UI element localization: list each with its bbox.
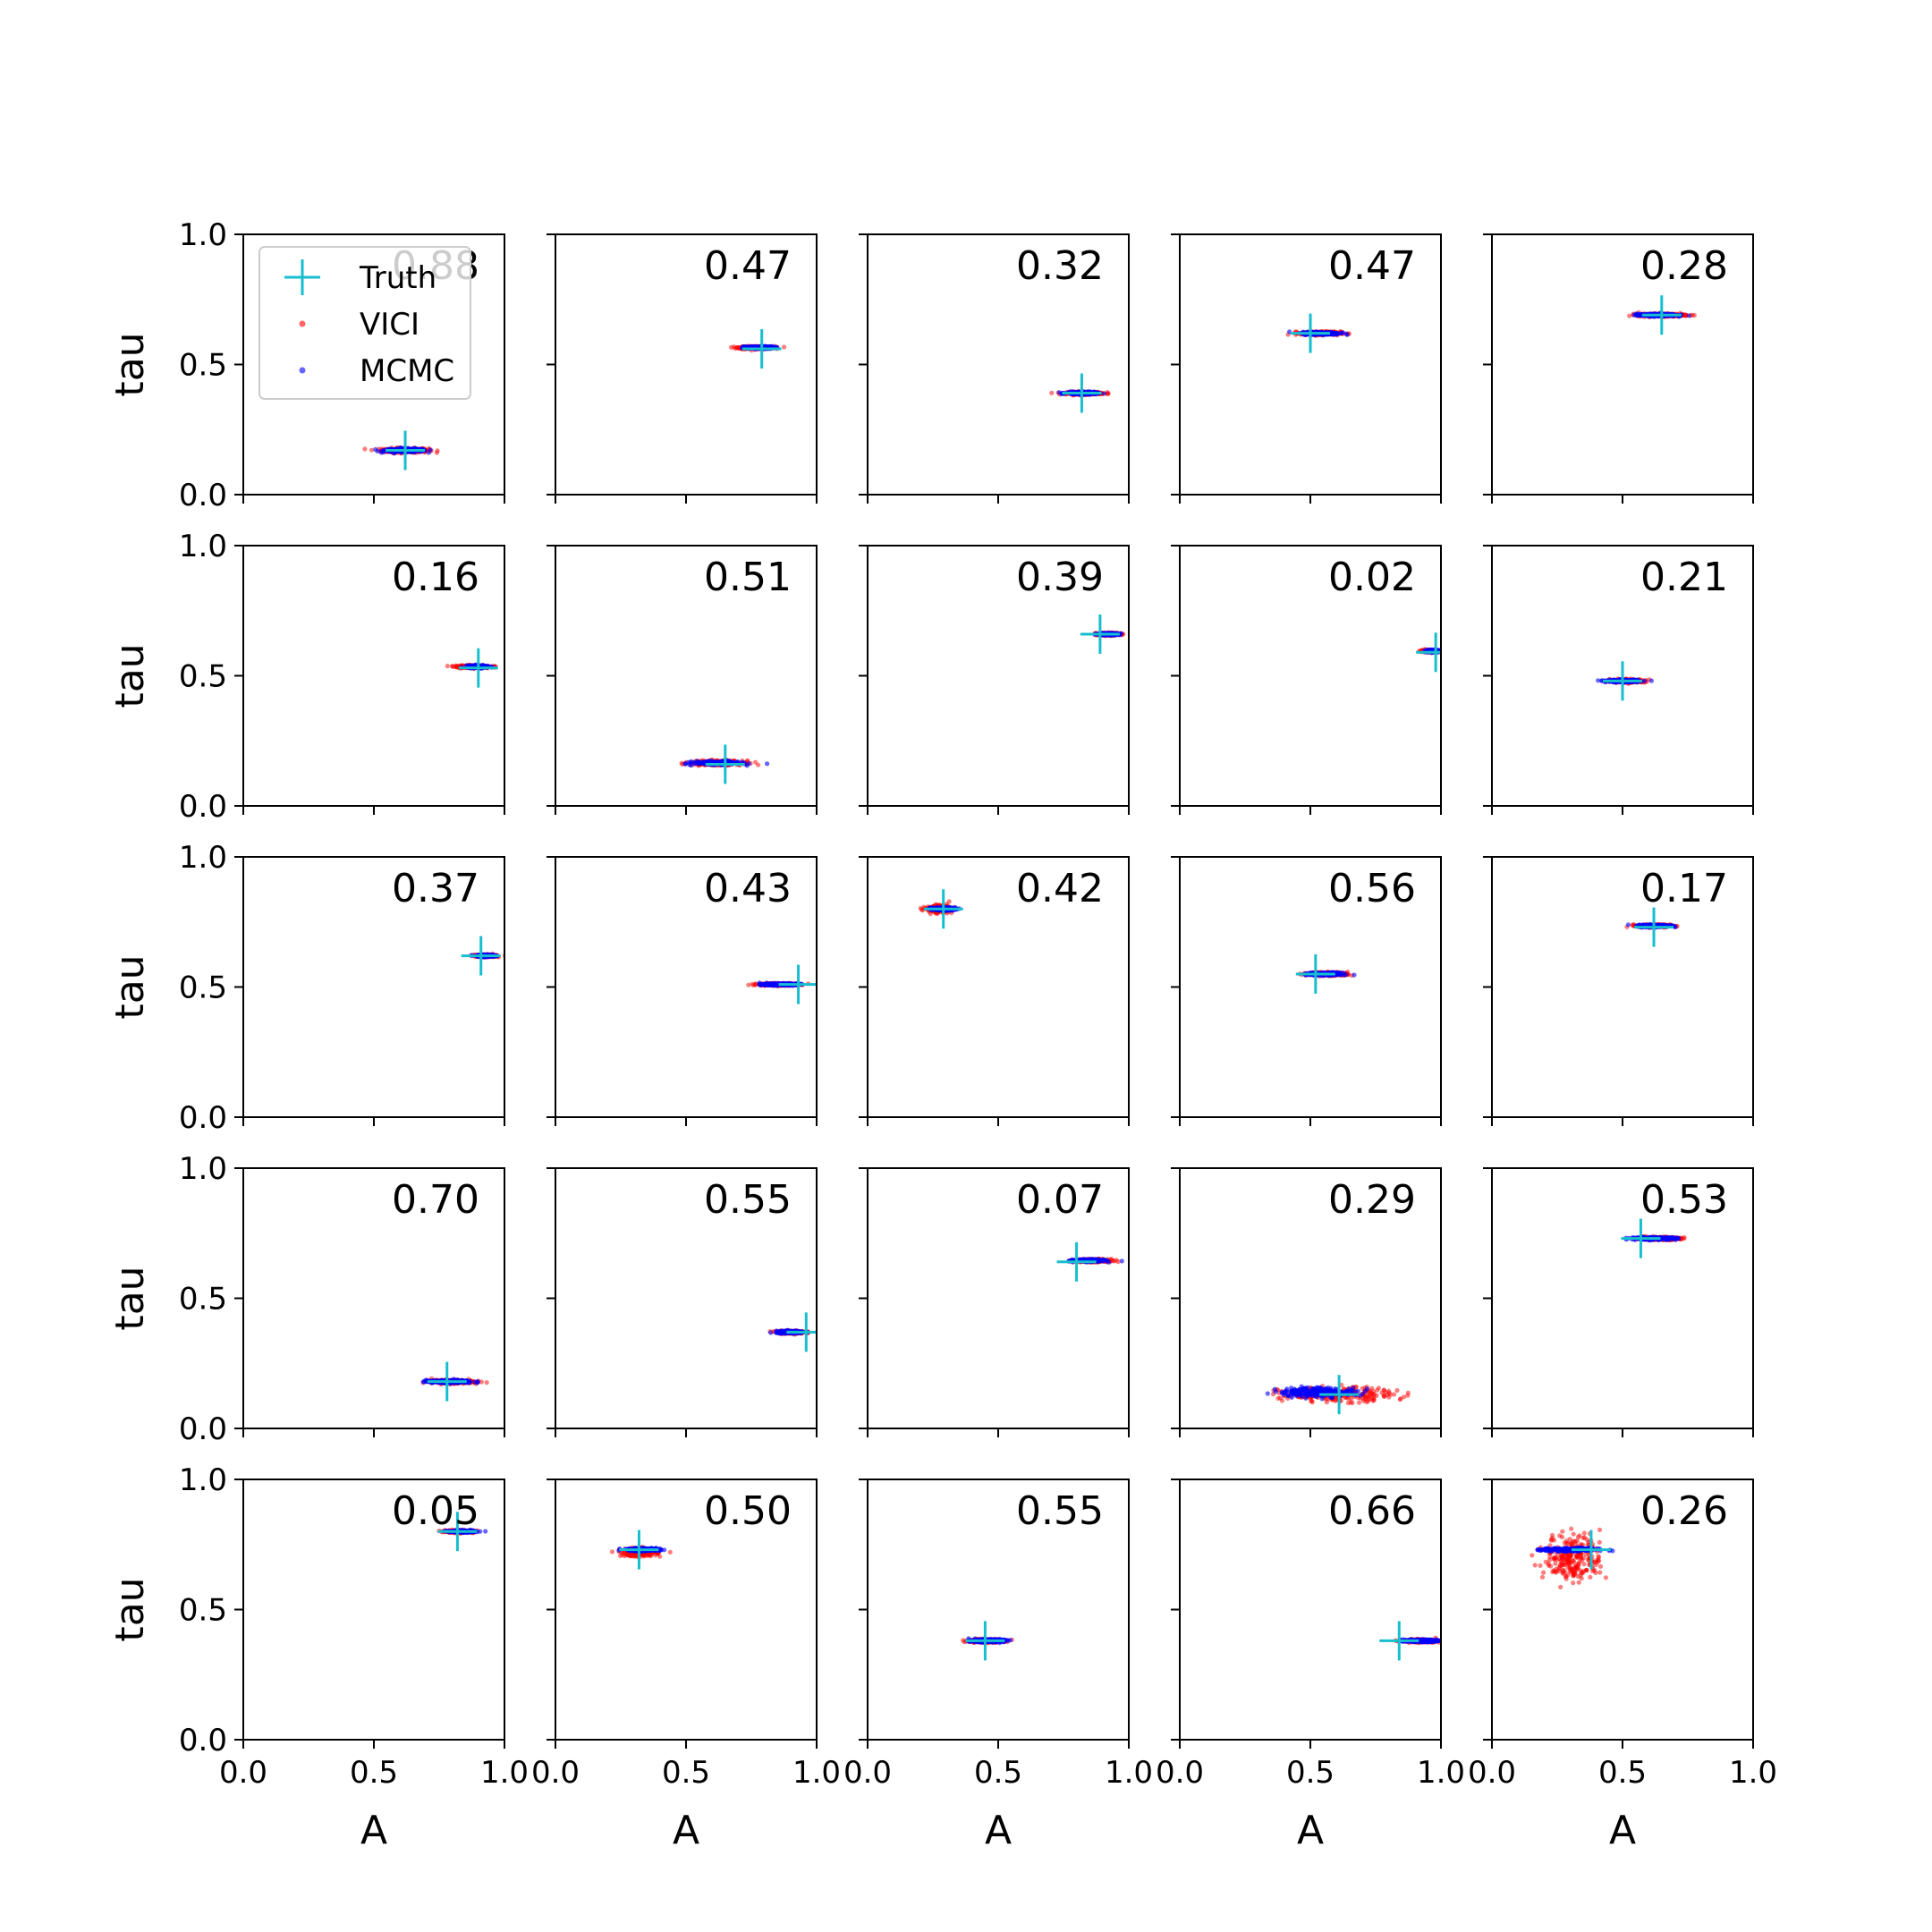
mcmc-sample-point	[1101, 391, 1107, 396]
mcmc-sample-point	[1331, 331, 1336, 336]
y-tick-label: 1.0	[179, 529, 227, 564]
panel-value-label: 0.47	[704, 243, 792, 289]
panel-10: 0.21	[1483, 545, 1754, 815]
vici-sample-point	[362, 446, 368, 452]
vici-sample-point	[756, 762, 761, 767]
y-tick-label: 1.0	[179, 217, 227, 253]
panel-9: 0.02	[1171, 545, 1442, 815]
panel-points	[1416, 632, 1441, 673]
panel-value-label: 0.32	[1016, 243, 1104, 289]
vici-sample-point	[435, 448, 440, 453]
mcmc-sample-point	[1056, 390, 1062, 395]
mcmc-sample-point	[689, 763, 694, 768]
panel-3: 0.32	[859, 233, 1130, 504]
panel-points	[445, 648, 498, 688]
panel-points	[1080, 614, 1125, 654]
mcmc-sample-point	[1596, 678, 1601, 683]
y-tick-label: 0.0	[179, 789, 227, 825]
panel-value-label: 0.02	[1328, 555, 1416, 600]
mcmc-sample-point	[682, 761, 688, 767]
panel-4: 0.47	[1171, 233, 1442, 504]
mcmc-sample-point	[373, 446, 378, 453]
mcmc-sample-point	[1686, 313, 1691, 318]
mcmc-sample-point	[1642, 678, 1648, 684]
vici-sample-point	[679, 760, 684, 766]
y-tick-label: 0.0	[179, 478, 227, 513]
panel-value-label: 0.21	[1640, 555, 1728, 600]
vici-sample-point	[450, 664, 455, 669]
mcmc-sample-point	[698, 760, 704, 766]
panel-value-label: 0.39	[1016, 555, 1104, 600]
vici-sample-point	[782, 344, 787, 350]
vici-sample-point	[369, 447, 375, 453]
panel-points	[1285, 313, 1352, 353]
vici-sample-point	[1049, 390, 1055, 395]
y-tick-label: 0.5	[179, 659, 227, 695]
mcmc-sample-point	[1339, 330, 1344, 335]
panel-7: 0.51	[547, 545, 818, 815]
panel-value-label: 0.28	[1640, 243, 1728, 289]
vici-sample-point	[731, 344, 737, 350]
mcmc-sample-point	[689, 758, 694, 765]
y-tick-label: 0.5	[179, 348, 227, 384]
panel-points	[1049, 373, 1111, 413]
panel-grid: 0.00.51.00.88tau0.470.320.470.280.00.51.…	[107, 217, 1777, 1853]
vici-sample-point	[445, 664, 450, 669]
mcmc-sample-point	[379, 450, 385, 455]
panel-value-label: 0.47	[1328, 243, 1416, 289]
panel-points	[728, 329, 787, 369]
vici-sample-point	[1627, 313, 1632, 318]
y-axis-label: tau	[107, 643, 153, 708]
mcmc-sample-point	[1287, 329, 1292, 335]
panel-points	[1596, 661, 1654, 701]
mcmc-sample-point	[692, 760, 698, 767]
mcmc-sample-point	[428, 447, 433, 453]
panel-5: 0.28	[1483, 233, 1754, 504]
panel-points	[679, 744, 770, 784]
vici-sample-point	[1691, 312, 1697, 318]
panel-points	[362, 430, 440, 470]
panel-value-label: 0.16	[392, 555, 479, 600]
panel-2: 0.47	[547, 233, 818, 504]
panel-points	[1627, 295, 1697, 335]
panel-points	[461, 936, 504, 976]
panel-6: 0.0 0.5 1.0 0.16 tau	[107, 529, 505, 825]
vici-sample-point	[1106, 391, 1111, 396]
y-axis-label: tau	[107, 332, 153, 396]
mcmc-sample-point	[1648, 678, 1654, 683]
panel-value-label: 0.51	[704, 555, 792, 600]
mcmc-sample-point	[765, 761, 770, 767]
panel-8: 0.39	[859, 545, 1130, 815]
mcmc-sample-point	[1634, 311, 1640, 317]
